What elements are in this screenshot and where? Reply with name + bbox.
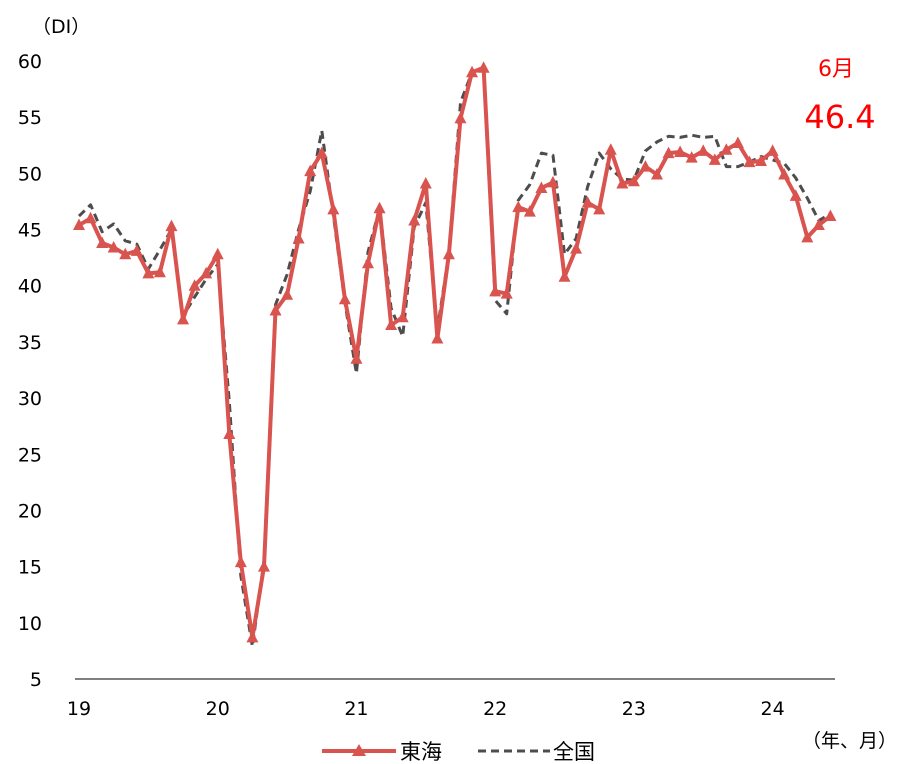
point-marker-tokai (84, 211, 97, 224)
legend-label-zenkoku: 全国 (553, 740, 595, 764)
point-marker-tokai (211, 247, 224, 260)
y-tick-label: 25 (18, 444, 42, 466)
point-marker-tokai (96, 236, 109, 249)
point-marker-tokai (385, 318, 398, 331)
point-marker-tokai (246, 630, 259, 643)
point-marker-tokai (200, 266, 213, 279)
point-marker-tokai (119, 247, 132, 260)
point-marker-tokai (73, 218, 85, 231)
point-marker-tokai (558, 270, 571, 282)
point-marker-tokai (651, 167, 663, 180)
point-marker-tokai (789, 189, 802, 201)
point-marker-tokai (766, 144, 779, 156)
y-tick-label: 40 (18, 276, 42, 298)
point-marker-tokai (697, 144, 710, 156)
point-marker-tokai (350, 352, 363, 364)
point-marker-tokai (327, 202, 340, 215)
point-marker-tokai (801, 230, 814, 243)
point-marker-tokai (731, 136, 744, 149)
y-unit-label: （DI） (32, 16, 90, 38)
x-tick-label: 22 (483, 698, 507, 720)
point-marker-tokai (477, 61, 490, 73)
x-tick-label: 24 (761, 698, 785, 720)
point-marker-tokai (408, 214, 421, 226)
y-tick-label: 45 (18, 220, 42, 242)
point-marker-tokai (616, 176, 629, 189)
y-axis-ticks: 5 10 15 20 25 30 35 40 45 50 55 60 (18, 51, 42, 691)
point-marker-tokai (257, 560, 270, 572)
point-marker-tokai (604, 143, 617, 155)
series-line-tokai (77, 65, 832, 640)
y-tick-label: 35 (18, 332, 42, 354)
point-marker-tokai (627, 174, 640, 187)
point-marker-tokai (812, 218, 825, 231)
annotation-value: 46.4 (804, 98, 875, 136)
x-tick-label: 23 (622, 698, 646, 720)
series-layer (73, 61, 837, 648)
x-axis-ticks: 19 20 21 22 23 24 (67, 698, 785, 720)
legend-marker-tokai (352, 744, 366, 756)
point-marker-tokai (743, 155, 756, 168)
point-marker-tokai (177, 312, 190, 325)
point-marker-tokai (338, 292, 351, 305)
y-tick-label: 30 (18, 388, 42, 410)
point-marker-tokai (315, 146, 328, 159)
point-marker-tokai (419, 176, 432, 189)
y-tick-label: 55 (18, 107, 42, 129)
point-marker-tokai (546, 175, 559, 188)
x-tick-label: 21 (344, 698, 368, 720)
point-marker-tokai (442, 247, 455, 260)
point-marker-tokai (188, 279, 201, 291)
y-tick-label: 5 (30, 669, 42, 691)
point-marker-tokai (523, 205, 536, 217)
point-marker-tokai (581, 196, 594, 208)
point-marker-tokai (281, 288, 294, 300)
point-marker-tokai (466, 65, 479, 78)
point-marker-tokai (570, 242, 583, 254)
x-unit-label: （年、月） (802, 730, 897, 752)
point-marker-tokai (396, 310, 409, 323)
x-tick-label: 19 (67, 698, 91, 720)
point-marker-tokai (685, 151, 698, 163)
point-marker-tokai (269, 303, 282, 316)
y-tick-label: 20 (18, 500, 42, 522)
point-marker-tokai (223, 427, 236, 440)
point-marker-tokai (165, 219, 178, 232)
point-marker-tokai (153, 265, 166, 278)
point-marker-tokai (512, 200, 525, 213)
point-marker-tokai (778, 167, 791, 180)
point-marker-tokai (639, 160, 652, 172)
y-tick-label: 15 (18, 557, 42, 579)
annotation-month: 6月 (818, 57, 854, 82)
point-marker-tokai (234, 555, 247, 568)
point-marker-tokai (431, 332, 444, 344)
point-marker-tokai (720, 143, 733, 155)
point-marker-tokai (142, 266, 155, 279)
point-marker-tokai (489, 284, 502, 297)
point-marker-tokai (662, 146, 675, 159)
point-marker-tokai (500, 287, 513, 299)
point-marker-tokai (593, 202, 606, 215)
point-marker-tokai (454, 111, 467, 124)
point-marker-tokai (292, 232, 305, 244)
series-line-zenkoku (77, 67, 832, 648)
x-tick-label: 20 (206, 698, 230, 720)
point-marker-tokai (755, 154, 768, 167)
y-tick-label: 60 (18, 51, 42, 73)
point-marker-tokai (362, 256, 374, 269)
point-marker-tokai (373, 201, 386, 214)
legend: 東海 全国 (322, 740, 595, 764)
point-marker-tokai (304, 164, 317, 177)
point-marker-tokai (674, 145, 687, 158)
legend-label-tokai: 東海 (400, 740, 442, 764)
point-marker-tokai (708, 153, 721, 165)
point-marker-tokai (130, 244, 143, 256)
point-marker-tokai (107, 241, 120, 253)
point-marker-tokai (535, 181, 548, 193)
y-tick-label: 10 (18, 613, 42, 635)
y-tick-label: 50 (18, 163, 42, 185)
point-marker-tokai (824, 209, 837, 222)
